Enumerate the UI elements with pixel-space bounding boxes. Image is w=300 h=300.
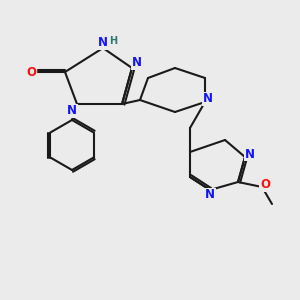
Text: H: H [109, 36, 117, 46]
Text: N: N [132, 56, 142, 70]
Text: N: N [245, 148, 255, 160]
Text: N: N [98, 37, 108, 50]
Text: N: N [205, 188, 215, 202]
Text: N: N [203, 92, 213, 106]
Text: O: O [26, 65, 36, 79]
Text: O: O [260, 178, 270, 191]
Text: N: N [67, 104, 77, 118]
